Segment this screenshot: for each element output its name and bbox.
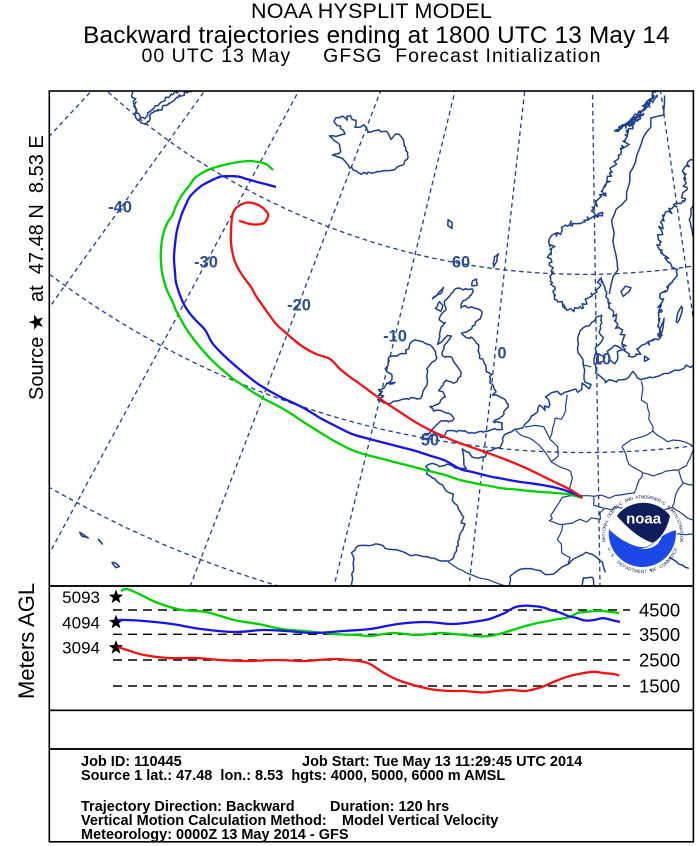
svg-text:O: O <box>679 536 684 540</box>
svg-text:0: 0 <box>497 345 506 363</box>
svg-text:T: T <box>638 494 641 499</box>
svg-text:4500: 4500 <box>639 600 680 621</box>
svg-text:-20: -20 <box>287 297 311 315</box>
svg-text:O: O <box>601 527 607 532</box>
svg-text:T: T <box>644 569 647 574</box>
svg-text:A: A <box>635 494 640 500</box>
svg-text:R: R <box>678 524 684 529</box>
svg-text:5093: 5093 <box>62 588 100 607</box>
svg-text:M: M <box>670 508 676 514</box>
svg-text:60: 60 <box>452 254 470 272</box>
svg-text:S: S <box>646 495 650 500</box>
svg-text:R: R <box>657 498 663 504</box>
svg-text:C: C <box>659 563 665 569</box>
svg-text:F: F <box>653 566 658 572</box>
svg-text:-30: -30 <box>194 254 218 272</box>
svg-text:P: P <box>621 563 626 569</box>
svg-text:10: 10 <box>593 351 611 369</box>
svg-text:O: O <box>650 567 655 573</box>
svg-text:I: I <box>601 531 606 533</box>
svg-text:N: N <box>601 539 606 543</box>
svg-text:3094: 3094 <box>62 639 100 658</box>
svg-text:O: O <box>644 494 648 499</box>
svg-text:M: M <box>663 559 669 565</box>
svg-text:E: E <box>610 508 616 514</box>
svg-text:I: I <box>660 500 664 505</box>
svg-text:1500: 1500 <box>639 676 680 697</box>
svg-text:T: T <box>601 533 606 536</box>
svg-text:O: O <box>606 513 612 519</box>
svg-text:-40: -40 <box>108 199 132 217</box>
svg-text:A: A <box>603 521 609 526</box>
svg-text:A: A <box>678 527 684 532</box>
svg-text:C: C <box>661 500 667 506</box>
svg-text:A: A <box>624 497 630 503</box>
svg-text:T: T <box>631 567 635 573</box>
svg-text:2500: 2500 <box>639 650 680 671</box>
svg-text:E: E <box>619 562 624 568</box>
svg-text:A: A <box>624 565 630 571</box>
svg-text:C: C <box>618 500 624 506</box>
svg-text:E: E <box>668 555 674 561</box>
svg-text:R: R <box>627 566 633 572</box>
svg-text:M: M <box>641 494 645 499</box>
svg-text:N: N <box>641 569 644 574</box>
svg-text:N: N <box>679 539 684 543</box>
svg-text:I: I <box>617 503 621 508</box>
svg-text:P: P <box>649 495 653 501</box>
svg-text:O: O <box>661 561 667 567</box>
svg-text:L: L <box>604 518 610 523</box>
svg-text:3500: 3500 <box>639 624 680 645</box>
svg-text:T: T <box>679 530 684 534</box>
svg-text:noaa: noaa <box>626 510 662 527</box>
svg-text:T: T <box>677 522 683 526</box>
svg-text:A: A <box>611 505 617 511</box>
svg-text:R: R <box>670 552 676 558</box>
svg-text:H: H <box>652 496 657 502</box>
svg-text:E: E <box>673 547 679 552</box>
svg-text:N: N <box>626 497 631 503</box>
svg-text:S: S <box>676 519 682 524</box>
svg-text:I: I <box>672 511 677 515</box>
svg-text:U: U <box>607 547 613 552</box>
svg-text:4094: 4094 <box>62 613 100 632</box>
svg-text:N: N <box>613 504 619 510</box>
svg-text:I: I <box>675 517 680 520</box>
svg-text:C: C <box>608 510 614 516</box>
svg-text:D: D <box>629 495 634 501</box>
svg-text:A: A <box>666 504 672 510</box>
svg-text:D: D <box>668 506 674 512</box>
svg-text:D: D <box>616 560 622 566</box>
svg-text:50: 50 <box>421 432 439 450</box>
svg-text:-10: -10 <box>383 328 407 346</box>
svg-text:N: N <box>673 513 679 518</box>
svg-text:S: S <box>610 552 616 557</box>
svg-text:A: A <box>601 535 606 539</box>
svg-text:E: E <box>654 497 659 503</box>
svg-text:M: M <box>666 557 672 563</box>
svg-text:M: M <box>634 568 639 574</box>
svg-text:I: I <box>679 534 684 535</box>
svg-text:.: . <box>608 551 613 554</box>
svg-text:C: C <box>671 549 677 555</box>
svg-text:E: E <box>638 569 642 574</box>
svg-text:.: . <box>612 556 617 560</box>
svg-text:N: N <box>602 524 608 528</box>
